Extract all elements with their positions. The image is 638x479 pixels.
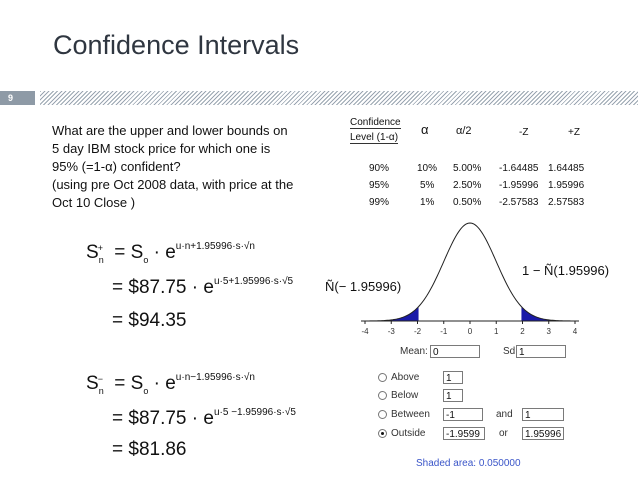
lower-lhs-sup: − [97,373,103,384]
shaded-area-readout: Shaded area: 0.050000 [416,458,521,469]
table-cell: -1.64485 [499,163,539,174]
upper-bound-result: = $94.35 [112,310,187,331]
left-tail-shaded-area [365,306,419,321]
x-axis-tick-label: -3 [388,327,396,336]
header-level-line1: Confidence [350,117,401,129]
lower-exponent: u·n−1.95996·s·√n [175,372,255,383]
question-line: What are the upper and lower bounds on [52,123,288,138]
header-alpha-half: α/2 [456,125,472,137]
table-cell: 5.00% [453,163,482,174]
header-pos-z: +Z [568,127,580,138]
question-line: 5 day IBM stock price for which one is [52,141,271,156]
table-cell: 5% [420,180,435,191]
table-cell: -1.95996 [499,180,539,191]
x-axis-tick-label: 3 [547,327,552,336]
page-number: 9 [0,91,35,105]
between-input-high[interactable]: 1 [522,408,564,421]
lower-s0-sub: o [143,385,149,396]
right-tail-shaded-area [521,306,575,321]
table-cell: 1% [420,197,435,208]
between-radio[interactable] [378,410,387,419]
above-label: Above [391,372,420,383]
table-cell: -2.57583 [499,197,539,208]
x-axis-tick-label: 2 [520,327,525,336]
below-label: Below [391,390,419,401]
upper-e: · e [153,242,176,263]
upper-exponent-2: u·5+1.95996·s·√5 [213,276,294,287]
outside-input-low[interactable]: -1.9599 [443,427,485,440]
upper-lhs: S [86,242,99,263]
or-label: or [499,428,508,439]
table-cell: 1.64485 [548,163,585,174]
table-cell: 2.50% [453,180,482,191]
question-line: 95% (=1-α) confident? [52,159,181,174]
upper-s0: = S [114,242,144,263]
upper-e2: · e [191,277,214,298]
question-text: What are the upper and lower bounds on 5… [52,122,337,212]
sd-label: Sd [503,346,516,357]
lower-price: = $87.75 [112,408,187,429]
lower-bound-result: = $81.86 [112,439,187,460]
table-cell: 95% [369,180,390,191]
table-cell: 2.57583 [548,197,585,208]
x-axis-tick-label: 0 [468,327,473,336]
normal-curve-line [364,222,576,322]
upper-bound-equation-2: = $87.75 · eu·5+1.95996·s·√5 [112,276,294,299]
table-cell: 90% [369,163,390,174]
x-axis-tick-label: -4 [361,327,369,336]
outside-radio[interactable] [378,429,387,438]
between-input-low[interactable]: -1 [443,408,483,421]
table-cell: 1.95996 [548,180,585,191]
upper-bound-equation-1: Sn+ = So · eu·n+1.95996·s·√n [86,241,255,265]
lower-bound-equation-1: Sn− = So · eu·n−1.95996·s·√n [86,372,255,396]
mean-label: Mean: [400,346,428,357]
header-alpha: α [421,122,429,137]
upper-s0-sub: o [143,254,149,265]
right-tail-label: 1 − Ñ(1.95996) [522,263,610,278]
upper-exponent: u·n+1.95996·s·√n [175,241,255,252]
outside-input-high[interactable]: 1.95996 [522,427,564,440]
x-axis-tick-label: 1 [494,327,499,336]
header-level-line2: Level (1-α) [350,132,399,144]
question-line: (using pre Oct 2008 data, with price at … [52,177,294,192]
header-divider [40,91,638,105]
below-radio[interactable] [378,391,387,400]
and-label: and [496,409,513,420]
above-radio[interactable] [378,373,387,382]
above-input[interactable]: 1 [443,371,463,384]
table-cell: 0.50% [453,197,482,208]
lower-e2: · e [191,408,214,429]
x-axis-tick-label: 4 [573,327,578,336]
lower-s0: = S [114,373,144,394]
left-tail-label: Ñ(− 1.95996) [325,279,402,294]
lower-bound-equation-2: = $87.75 · eu·5 −1.95996·s·√5 [112,407,296,430]
slide-title: Confidence Intervals [53,30,300,60]
upper-price: = $87.75 [112,277,187,298]
table-cell: 10% [417,163,438,174]
lower-e: · e [153,373,176,394]
x-axis-tick-label: -2 [414,327,422,336]
header-neg-z: -Z [519,127,529,138]
lower-lhs: S [86,373,99,394]
curve-body [365,223,575,321]
lower-lhs-sub: n [98,385,104,396]
upper-lhs-sup: + [97,242,103,253]
upper-lhs-sub: n [98,254,104,265]
x-axis-tick-label: -1 [440,327,448,336]
lower-exponent-2: u·5 −1.95996·s·√5 [213,407,296,418]
mean-input[interactable]: 0 [430,345,480,358]
question-line: Oct 10 Close ) [52,195,136,210]
normal-curve-plot: -4 -3 -2 -1 0 1 2 3 4 [361,222,579,336]
sd-input[interactable]: 1 [516,345,566,358]
between-label: Between [391,409,430,420]
table-cell: 99% [369,197,390,208]
outside-label: Outside [391,428,426,439]
below-input[interactable]: 1 [443,389,463,402]
x-axis-ticks: -4 -3 -2 -1 0 1 2 3 4 [361,321,578,336]
